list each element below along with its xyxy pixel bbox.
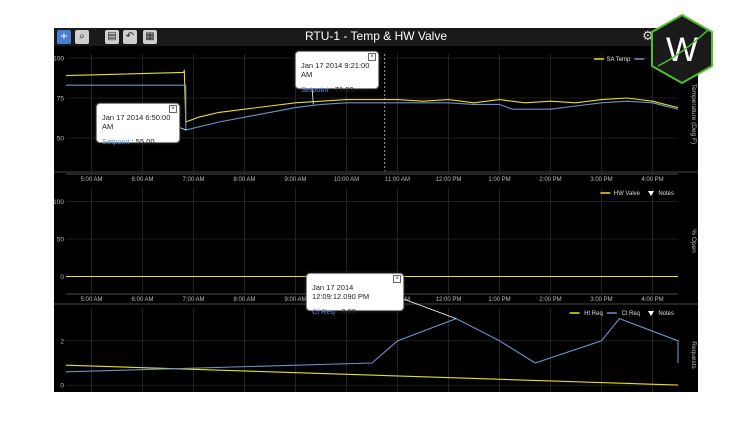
logo-letter: W bbox=[666, 31, 698, 69]
gear-icon[interactable]: ⚙ bbox=[642, 29, 654, 44]
zoom-icon[interactable]: ⌕ bbox=[75, 30, 89, 44]
tooltip-value: 71.00 bbox=[334, 85, 354, 94]
x-tick-label: 9:00 AM bbox=[284, 297, 306, 303]
x-tick-label: 10:00 AM bbox=[334, 177, 359, 183]
x-tick-label: 5:00 AM bbox=[80, 177, 102, 183]
close-icon[interactable]: × bbox=[169, 105, 177, 113]
y-tick-label: 75 bbox=[57, 96, 65, 103]
tooltip-clreq: × Jan 17 2014 12:09:12.090 PM Cl Req : 3… bbox=[306, 273, 404, 316]
export-icon[interactable]: ▤ bbox=[105, 30, 119, 44]
tooltip-value: 55.00 bbox=[135, 137, 155, 146]
legend-label: Ht Req bbox=[584, 311, 603, 317]
x-tick-label: 1:00 PM bbox=[488, 297, 510, 303]
x-tick-label: 3:00 PM bbox=[590, 177, 612, 183]
tooltip-key: Setpoint bbox=[301, 85, 329, 94]
legend-label: HW Valve bbox=[614, 191, 641, 197]
y-axis-label: % Open bbox=[690, 229, 697, 253]
y-axis-label: Temperature (Deg F) bbox=[690, 84, 697, 144]
logo: W bbox=[651, 14, 713, 84]
tooltip-time: Jan 17 2014 6:50:00 AM bbox=[102, 113, 171, 131]
y-tick-label: 100 bbox=[54, 199, 64, 206]
legend-label: Cl Req bbox=[622, 311, 640, 317]
notes-marker-icon bbox=[648, 311, 654, 316]
y-tick-label: 0 bbox=[60, 274, 64, 281]
x-tick-label: 12:00 PM bbox=[436, 177, 462, 183]
legend-label: Notes bbox=[658, 191, 674, 197]
x-tick-label: 11:00 AM bbox=[385, 177, 410, 183]
close-icon[interactable]: × bbox=[368, 53, 376, 61]
x-tick-label: 12:00 PM bbox=[436, 297, 462, 303]
x-tick-label: 1:00 PM bbox=[488, 177, 510, 183]
y-tick-label: 0 bbox=[60, 383, 64, 390]
notes-marker-icon bbox=[648, 191, 654, 196]
series-line-ht-req bbox=[65, 364, 679, 386]
charts-svg: 100 75 50 5:00 AM 6:00 AM 7:00 AM 8:00 AM 9:00 … bbox=[54, 54, 698, 392]
chart-app: + ⌕ ▤ ↶ ▦ RTU-1 - Temp & HW Valve ⚙ 100 7… bbox=[54, 28, 698, 392]
x-tick-label: 7:00 AM bbox=[182, 297, 204, 303]
tooltip-connector bbox=[311, 86, 314, 105]
title-bar: + ⌕ ▤ ↶ ▦ RTU-1 - Temp & HW Valve ⚙ bbox=[54, 28, 698, 46]
calendar-icon[interactable]: ▦ bbox=[143, 30, 157, 44]
tooltip-value: 3.00 bbox=[341, 307, 356, 316]
y-tick-label: 50 bbox=[57, 237, 65, 244]
legend-label: Notes bbox=[658, 311, 674, 317]
x-tick-label: 5:00 AM bbox=[80, 297, 102, 303]
series-line-sa-temp bbox=[65, 68, 679, 123]
tooltip-setpoint-650: × Jan 17 2014 6:50:00 AM Setpoint : 55.0… bbox=[96, 103, 180, 146]
x-tick-label: 2:00 PM bbox=[539, 297, 561, 303]
x-tick-label: 6:00 AM bbox=[131, 177, 153, 183]
y-tick-label: 50 bbox=[57, 136, 65, 143]
series-line-setpoint bbox=[66, 84, 679, 131]
tooltip-time: Jan 17 2014 9:21:00 AM bbox=[301, 61, 370, 79]
legend-label: SA Temp bbox=[606, 57, 631, 63]
x-tick-label: 9:00 AM bbox=[284, 177, 306, 183]
tooltip-key: Cl Req bbox=[312, 307, 335, 316]
x-tick-label: 3:00 PM bbox=[590, 297, 612, 303]
y-tick-label: 2 bbox=[60, 338, 64, 345]
series-line-cl-req bbox=[65, 317, 679, 373]
x-tick-label: 8:00 AM bbox=[233, 297, 255, 303]
tooltip-setpoint-921: × Jan 17 2014 9:21:00 AM Setpoint : 71.0… bbox=[295, 51, 379, 94]
page-title: RTU-1 - Temp & HW Valve bbox=[304, 29, 448, 43]
tooltip-key: Setpoint bbox=[102, 137, 130, 146]
x-tick-label: 7:00 AM bbox=[182, 177, 204, 183]
x-tick-label: 4:00 PM bbox=[641, 297, 663, 303]
x-tick-label: 8:00 AM bbox=[233, 177, 255, 183]
tooltip-time: Jan 17 2014 12:09:12.090 PM bbox=[312, 283, 370, 301]
y-axis-label: Requests bbox=[690, 341, 697, 369]
x-tick-label: 4:00 PM bbox=[641, 177, 663, 183]
x-tick-label: 2:00 PM bbox=[539, 177, 561, 183]
back-icon[interactable]: ↶ bbox=[123, 30, 137, 44]
plus-icon[interactable]: + bbox=[57, 30, 71, 44]
close-icon[interactable]: × bbox=[393, 275, 401, 283]
x-tick-label: 6:00 AM bbox=[131, 297, 153, 303]
y-tick-label: 100 bbox=[54, 56, 64, 63]
